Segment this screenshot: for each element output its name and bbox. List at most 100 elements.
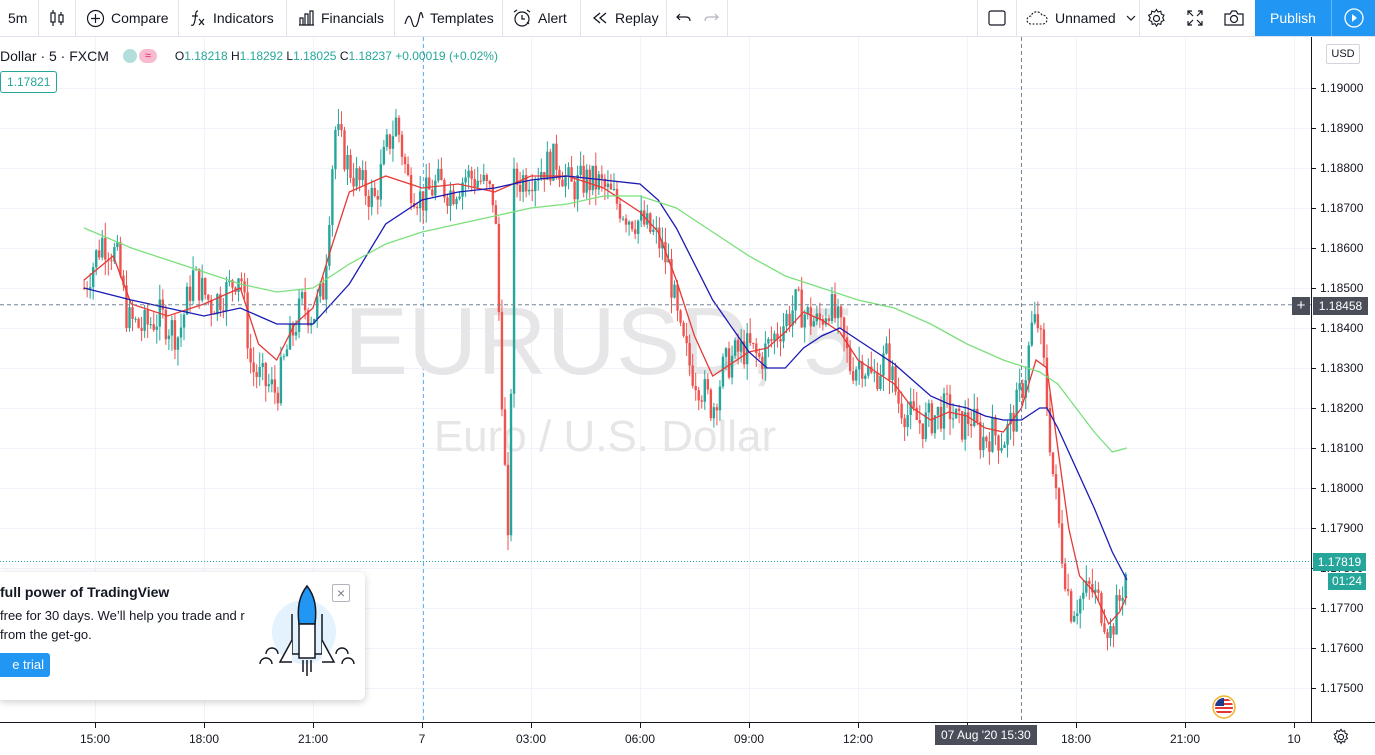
candle-body [1045,357,1049,409]
candle-body [894,366,897,392]
candle-body [727,348,731,378]
candle-body [864,375,867,379]
compare-button[interactable]: Compare [86,0,169,36]
candle-body [485,174,488,181]
price-tick-label: 1.17600 [1320,641,1364,655]
close-icon[interactable]: × [332,584,350,602]
fullscreen-button[interactable] [1186,0,1210,36]
candle-body [885,343,888,354]
gear-icon[interactable] [1332,728,1350,746]
price-tick-label: 1.17500 [1320,681,1364,695]
time-tick-label: 7 [419,732,426,746]
indicators-label: Indicators [213,10,274,26]
candle-body [340,124,343,131]
candle-body [685,335,688,344]
candle-body [182,314,186,328]
financials-button[interactable]: Financials [297,0,384,36]
candle-body [179,327,183,338]
current-price-label: 1.17819 [1313,553,1366,571]
candle-body [515,168,519,185]
candle-body [609,183,613,190]
candle-body [297,298,301,332]
candle-body [773,333,776,341]
candle-body [331,169,334,225]
candle-body [252,362,255,373]
candle-body [758,353,761,357]
time-axis[interactable]: 15:0018:0021:00703:0006:0009:0012:0015:0… [80,723,1301,746]
candle-body [688,343,691,366]
open-key: O [174,49,185,63]
interval-button[interactable]: 5m [8,0,27,36]
publish-menu-button[interactable] [1331,0,1375,36]
candle-body [712,407,716,419]
candle-body [1091,583,1094,593]
candle-body [428,177,431,190]
plus-icon[interactable]: + [1292,297,1310,315]
candle-body [306,310,310,326]
moving-average-line-3 [83,195,1128,453]
candle-body [694,385,697,391]
select-square-button[interactable] [987,0,1013,36]
low-key: L [286,49,294,63]
candle-body [228,280,231,283]
symbol-title[interactable]: Dollar · 5 · FXCM [0,48,109,64]
open-value: 1.18218 [184,49,228,63]
candle-body [155,326,158,330]
candle-body [800,289,803,328]
candle-body [579,165,582,176]
start-trial-button[interactable]: e trial [0,653,50,677]
candle-body [1057,488,1061,524]
candle-body [185,286,189,315]
flag-icon[interactable] [1212,695,1236,719]
time-tick-label: 06:00 [625,732,655,746]
settings-button[interactable] [1146,0,1173,36]
candle-body [246,292,249,349]
candle-body [406,164,410,176]
candle-body [1039,328,1043,330]
candle-body [240,278,243,282]
moving-averages [83,175,1128,626]
redo-button[interactable] [703,0,725,36]
candle-body [1027,345,1030,381]
candle-body [415,207,419,209]
candle-body [960,411,964,440]
candle-body [503,409,507,465]
candle-body [930,403,934,434]
alert-button[interactable]: Alert [512,0,567,36]
compare-label: Compare [111,10,169,26]
candle-body [879,375,882,389]
candle-body [703,379,706,402]
candle-body [627,221,631,225]
candle-body [443,180,446,198]
fx-icon [190,10,205,26]
trial-promo-popup: full power of TradingView free for 30 da… [0,572,365,700]
replay-button[interactable]: Replay [591,0,659,36]
templates-button[interactable]: Templates [404,0,494,36]
candle-body [534,180,537,192]
undo-button[interactable] [676,0,698,36]
price-axis[interactable]: 1.19000 1.18900 1.18800 1.18700 1.18600 1.185… [1311,81,1364,695]
candle-body [1036,314,1040,329]
snapshot-button[interactable] [1223,0,1251,36]
candle-body [422,191,425,211]
price-tick-label: 1.19000 [1320,81,1364,95]
candle-body [1003,444,1006,448]
currency-badge[interactable]: USD [1326,44,1360,64]
candle-body [204,278,207,295]
publish-button[interactable]: Publish [1255,0,1331,36]
candle-body [624,218,628,225]
camera-icon [1224,10,1244,26]
compare-plus-icon [86,9,105,27]
candle-body [1006,424,1009,445]
candle-body [570,167,573,182]
candle-body [842,317,846,338]
indicator-value-badge[interactable]: 1.17821 [0,71,58,93]
candle-body [697,390,700,401]
indicators-button[interactable]: Indicators [189,0,274,36]
candle-body [785,313,788,327]
candle-body [358,168,361,181]
candle-body [264,363,267,387]
layout-name-button[interactable]: Unnamed [1025,0,1144,36]
chart-type-button[interactable] [48,0,72,36]
series-legend: Dollar · 5 · FXCM ≈ O1.18218 H1.18292 L1… [0,47,498,65]
